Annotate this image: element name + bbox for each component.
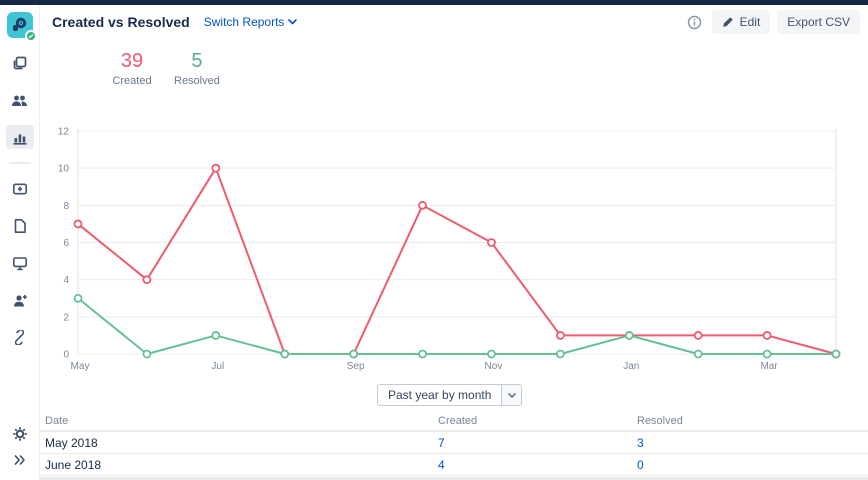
svg-text:10: 10 xyxy=(58,164,70,175)
created-count: 39 xyxy=(120,50,144,72)
table-row: June 2018 4 0 xyxy=(40,454,868,476)
resolved-count-link[interactable]: 0 xyxy=(637,457,644,472)
sidebar-divider xyxy=(8,162,31,164)
sidebar-item-knowledge-base[interactable] xyxy=(6,214,34,238)
customers-icon xyxy=(12,95,27,106)
svg-text:0: 0 xyxy=(63,350,69,361)
requests-icon xyxy=(12,183,27,195)
svg-text:Sep: Sep xyxy=(347,361,365,372)
sidebar-item-reports[interactable] xyxy=(5,125,34,149)
sidebar-item-shortcuts[interactable] xyxy=(6,325,34,349)
created-count-link[interactable]: 4 xyxy=(438,457,445,472)
report-table: Date Created Resolved May 2018 7 3 June … xyxy=(40,412,868,476)
period-select-value: Past year by month xyxy=(388,388,492,402)
link-icon xyxy=(14,329,25,345)
queues-icon xyxy=(13,56,26,70)
table-row: May 2018 7 3 xyxy=(40,432,868,454)
sidebar-item-queues[interactable] xyxy=(6,51,34,75)
column-header-resolved: Resolved xyxy=(637,415,683,427)
svg-text:Jan: Jan xyxy=(623,361,639,372)
summary-stats: 39 Created 5 Resolved xyxy=(110,50,220,87)
sidebar-item-raise-request[interactable] xyxy=(6,177,34,201)
svg-text:Mar: Mar xyxy=(760,361,778,372)
expand-sidebar-button[interactable] xyxy=(6,448,34,472)
sidebar xyxy=(0,5,40,480)
svg-text:May: May xyxy=(71,361,90,372)
chevron-down-icon xyxy=(288,19,298,25)
switch-reports-dropdown[interactable]: Switch Reports xyxy=(204,15,298,29)
sidebar-item-settings[interactable] xyxy=(6,422,34,446)
row-date: June 2018 xyxy=(45,457,102,472)
created-label: Created xyxy=(112,75,152,87)
document-icon xyxy=(14,219,26,233)
svg-text:2: 2 xyxy=(63,312,69,323)
svg-text:12: 12 xyxy=(58,127,70,138)
table-cutoff-strip xyxy=(40,477,868,480)
svg-text:4: 4 xyxy=(63,275,69,286)
top-navy-bar xyxy=(0,0,868,5)
bar-chart-icon xyxy=(13,134,26,145)
resolved-count-link[interactable]: 3 xyxy=(637,435,644,450)
column-header-date: Date xyxy=(45,415,69,427)
sidebar-item-channels[interactable] xyxy=(6,251,34,275)
svg-text:Jul: Jul xyxy=(211,361,224,372)
report-header: Created vs Resolved Switch Reports Edit … xyxy=(40,5,868,39)
export-csv-label: Export CSV xyxy=(787,15,850,29)
gear-icon xyxy=(12,427,27,441)
resolved-label: Resolved xyxy=(174,75,220,87)
caret-down-icon xyxy=(507,392,516,398)
svg-text:Nov: Nov xyxy=(485,361,503,372)
select-caret-box[interactable] xyxy=(501,385,522,405)
project-avatar[interactable] xyxy=(6,12,37,42)
invite-icon xyxy=(13,294,27,306)
info-icon xyxy=(687,15,702,29)
expand-icon xyxy=(14,455,25,465)
table-header-row: Date Created Resolved xyxy=(40,412,868,432)
created-count-link[interactable]: 7 xyxy=(438,435,445,450)
created-vs-resolved-chart: 0 2 4 6 8 10 12 May Jul Sep Nov Jan Mar xyxy=(58,127,841,372)
status-badge-icon xyxy=(24,30,37,42)
edit-button[interactable]: Edit xyxy=(711,10,771,34)
svg-text:8: 8 xyxy=(63,201,69,212)
monitor-icon xyxy=(12,256,27,270)
page-title: Created vs Resolved xyxy=(52,14,190,30)
project-avatar-glyph xyxy=(12,16,28,38)
pencil-icon xyxy=(722,17,733,27)
sidebar-item-customers[interactable] xyxy=(6,88,34,112)
info-button[interactable] xyxy=(685,12,705,32)
created-stat: 39 Created xyxy=(110,50,154,87)
row-date: May 2018 xyxy=(45,435,98,450)
resolved-stat: 5 Resolved xyxy=(174,50,220,87)
svg-text:6: 6 xyxy=(63,238,69,249)
period-select[interactable]: Past year by month xyxy=(377,384,523,406)
resolved-count: 5 xyxy=(191,50,203,72)
sidebar-item-invite-team[interactable] xyxy=(6,288,34,312)
export-csv-button[interactable]: Export CSV xyxy=(777,10,860,34)
edit-button-label: Edit xyxy=(739,15,761,29)
switch-reports-label: Switch Reports xyxy=(203,15,285,29)
column-header-created: Created xyxy=(438,415,478,427)
